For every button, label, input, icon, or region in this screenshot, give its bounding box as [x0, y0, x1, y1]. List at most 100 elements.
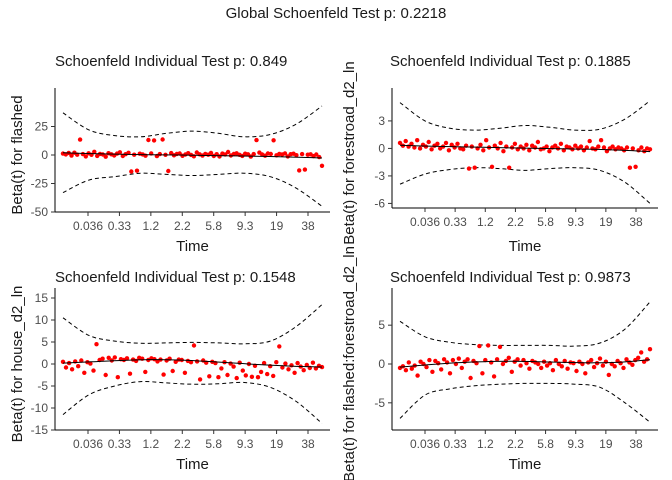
residual-point [403, 368, 409, 373]
residual-point [489, 164, 495, 169]
residual-point [151, 138, 157, 143]
y-tick-label: 0 [41, 148, 48, 162]
residual-point [91, 368, 96, 373]
residual-point [429, 147, 434, 152]
y-axis-title: Beta(t) for forestroad_d2_ln [341, 61, 358, 244]
residual-point [527, 148, 532, 153]
residual-point [481, 148, 486, 153]
residual-point [603, 359, 609, 364]
x-tick-label: 0.33 [108, 437, 132, 451]
residual-point [465, 357, 470, 362]
residual-point [283, 361, 288, 366]
y-tick-label: 3 [378, 114, 385, 128]
residual-point [621, 365, 626, 371]
residual-point [518, 363, 523, 368]
residual-point [126, 150, 131, 155]
x-tick-label: 0.33 [443, 437, 467, 451]
residual-point [314, 152, 319, 157]
residual-point [157, 151, 162, 157]
residual-point [173, 359, 178, 364]
x-tick-label: 9.3 [567, 215, 584, 229]
residual-point [468, 375, 473, 381]
residual-point [455, 141, 460, 146]
residual-point [409, 366, 414, 371]
upper-confidence-band [62, 304, 323, 345]
residual-point [633, 164, 638, 169]
y-tick-label: 10 [35, 313, 49, 327]
panel-title: Schoenfeld Individual Test p: 0.9873 [390, 269, 631, 286]
residual-point [559, 364, 564, 369]
residual-point [644, 357, 650, 362]
residual-point [208, 150, 214, 156]
y-axis-title: Beta(t) for flashed [9, 95, 26, 214]
y-tick-label: 5 [378, 318, 385, 332]
residual-point [544, 363, 550, 368]
residual-point [484, 138, 489, 143]
y-tick-label: -5 [37, 379, 48, 393]
residual-point [294, 153, 299, 158]
residual-point [240, 368, 245, 373]
x-tick-label: 19 [599, 437, 613, 451]
residual-point [297, 168, 302, 173]
global-title: Global Schoenfeld Test p: 0.2218 [226, 5, 447, 22]
x-tick-label: 9.3 [237, 437, 254, 451]
y-tick-label: 25 [35, 120, 49, 134]
residual-point [571, 361, 576, 366]
residual-point [583, 371, 588, 376]
residual-point [532, 145, 538, 150]
residual-point [587, 138, 592, 144]
residual-point [216, 375, 221, 380]
x-tick-label: 38 [629, 215, 643, 229]
residual-point [100, 356, 105, 361]
x-axis-title: Time [176, 238, 209, 255]
residual-point [219, 366, 224, 371]
residual-point [441, 357, 447, 362]
residual-point [301, 368, 306, 373]
y-tick-label: -10 [31, 401, 49, 415]
residual-point [610, 144, 615, 149]
residual-point [127, 371, 133, 376]
residual-point [627, 165, 633, 170]
x-tick-label: 5.8 [537, 215, 554, 229]
residual-point [412, 145, 417, 150]
residual-point [92, 149, 97, 154]
x-tick-label: 19 [599, 215, 613, 229]
residual-point [299, 151, 305, 157]
upper-confidence-band [399, 301, 651, 347]
residual-point [550, 368, 556, 373]
lower-confidence-band [62, 380, 323, 424]
residual-point [146, 137, 151, 143]
residual-point [424, 364, 429, 370]
residual-point [489, 360, 494, 365]
residual-point [553, 143, 558, 148]
x-tick-label: 5.8 [537, 437, 554, 451]
x-tick-label: 9.3 [237, 219, 254, 233]
residual-point [435, 141, 440, 146]
y-tick-label: 0 [378, 357, 385, 371]
residual-point [636, 355, 641, 360]
x-tick-label: 2.2 [507, 437, 524, 451]
x-axis-title: Time [176, 456, 209, 473]
residual-point [512, 141, 518, 146]
x-tick-label: 0.036 [410, 215, 440, 229]
y-axis-title: Beta(t) for house_d2_ln [9, 286, 26, 443]
residual-point [243, 373, 248, 378]
x-tick-label: 2.2 [174, 219, 191, 233]
residual-point [436, 361, 441, 366]
residual-point [466, 166, 472, 171]
residual-point [486, 343, 491, 348]
residual-point [624, 357, 629, 362]
residual-point [133, 358, 139, 364]
residual-point [88, 361, 93, 366]
residual-point [265, 371, 270, 377]
y-tick-label: 15 [35, 291, 49, 305]
residual-point [271, 373, 276, 379]
y-tick-label: -50 [31, 205, 49, 219]
residual-point [124, 356, 130, 361]
residual-point [249, 374, 255, 379]
residual-point [225, 372, 230, 378]
residual-point [591, 364, 597, 370]
residual-point [82, 370, 87, 375]
residual-point [439, 367, 444, 372]
x-tick-label: 38 [301, 219, 315, 233]
